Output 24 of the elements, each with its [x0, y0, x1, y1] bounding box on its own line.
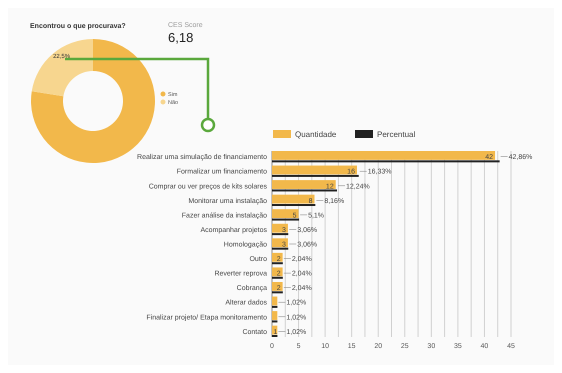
bar — [272, 174, 359, 177]
bar — [272, 311, 278, 320]
bar — [272, 189, 338, 192]
bar — [272, 160, 500, 162]
bar — [272, 335, 278, 337]
donut-slice — [32, 39, 93, 96]
text: 6,18 — [168, 30, 194, 45]
bar — [272, 204, 316, 206]
bar — [272, 276, 283, 279]
bar — [272, 296, 278, 306]
legend-label: Percentual — [377, 130, 416, 139]
bar — [272, 306, 278, 308]
bar — [272, 180, 336, 189]
bar — [272, 166, 357, 174]
bar — [272, 151, 496, 160]
bar — [272, 194, 314, 204]
bar — [272, 291, 283, 294]
bar — [272, 262, 283, 264]
legend-label: Quantidade — [295, 130, 337, 139]
bar — [272, 248, 288, 250]
bar — [272, 218, 300, 221]
bar — [272, 209, 299, 218]
bar — [272, 320, 278, 322]
bar — [272, 233, 288, 236]
